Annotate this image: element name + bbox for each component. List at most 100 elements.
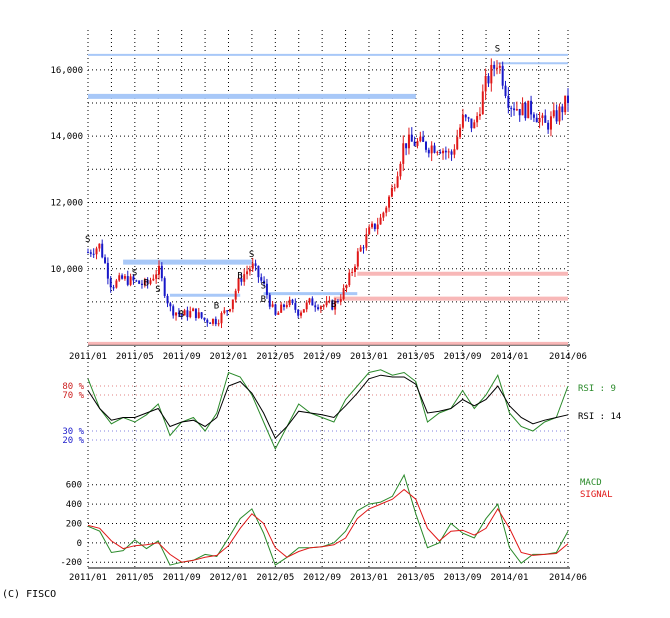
candle-down	[194, 308, 197, 318]
candle-up	[552, 110, 555, 117]
candle-down	[126, 276, 129, 285]
candle-down	[470, 118, 473, 129]
candle-down	[294, 303, 297, 310]
price-y-tick-label: 16,000	[50, 66, 83, 76]
candle-up	[325, 301, 328, 306]
signal-marker-buy: B	[179, 310, 184, 320]
signal-marker-sell: S	[132, 268, 137, 278]
candle-up	[300, 312, 303, 316]
candle-up	[339, 299, 342, 302]
candle-down	[510, 107, 513, 109]
candle-up	[379, 217, 382, 225]
candle-up	[490, 64, 493, 84]
macd-x-tick-label: 2011/05	[116, 573, 154, 583]
candle-up	[328, 300, 331, 302]
candle-down	[260, 277, 263, 281]
candle-up	[149, 280, 152, 284]
candle-down	[166, 295, 169, 304]
candle-up	[118, 275, 121, 281]
candle-up	[143, 279, 146, 286]
candle-up	[447, 151, 450, 153]
candle-up	[345, 285, 348, 289]
candle-up	[271, 304, 274, 307]
candle-up	[229, 309, 232, 312]
candle-down	[336, 301, 339, 303]
price-x-tick-label: 2013/09	[444, 352, 482, 362]
macd-x-tick-label: 2014/01	[490, 573, 528, 583]
candle-up	[538, 118, 541, 123]
candle-down	[92, 253, 95, 255]
candle-down	[87, 252, 89, 254]
candle-down	[254, 263, 257, 266]
candle-up	[246, 271, 249, 275]
candle-down	[405, 143, 408, 149]
candle-up	[288, 299, 291, 306]
candle-up	[197, 312, 200, 318]
macd-x-tick-label: 2012/05	[256, 573, 294, 583]
candle-up	[453, 149, 456, 155]
price-x-tick-label: 2011/05	[116, 352, 154, 362]
candle-up	[115, 280, 118, 288]
candle-down	[373, 223, 376, 230]
candle-down	[547, 122, 550, 130]
candle-up	[183, 310, 186, 316]
candle-down	[567, 95, 569, 104]
candle-up	[365, 234, 368, 248]
candle-down	[532, 114, 535, 118]
candle-down	[203, 317, 206, 320]
candle-up	[416, 141, 419, 146]
candle-down	[177, 312, 180, 315]
signal-marker-buy: B	[237, 272, 242, 282]
candle-up	[356, 251, 359, 267]
price-x-tick-label: 2011/09	[163, 352, 201, 362]
rsi-series-line-14	[87, 374, 569, 440]
signal-marker-buy: B	[261, 295, 266, 305]
candle-up	[359, 247, 362, 252]
candle-down	[268, 294, 271, 307]
price-y-tick-label: 14,000	[50, 132, 83, 142]
candle-up	[495, 67, 498, 69]
candle-up	[478, 114, 481, 117]
candle-up	[308, 298, 311, 303]
candle-down	[314, 305, 317, 308]
candle-up	[430, 145, 433, 154]
candle-down	[104, 257, 107, 263]
candle-down	[504, 85, 507, 96]
candle-down	[140, 283, 143, 286]
price-x-tick-label: 2012/01	[210, 352, 248, 362]
candle-up	[223, 310, 226, 314]
candle-up	[473, 122, 476, 129]
macd-y-tick-label: 400	[66, 500, 82, 510]
signal-marker-sell: S	[261, 282, 266, 292]
candles-group	[87, 58, 569, 329]
candle-down	[160, 265, 163, 279]
candle-up	[220, 313, 223, 324]
candle-up	[436, 151, 439, 153]
signal-marker-buy: B	[144, 278, 149, 288]
candle-down	[331, 300, 334, 310]
macd-x-tick-label: 2012/09	[303, 573, 341, 583]
candle-up	[348, 272, 351, 286]
candle-up	[549, 116, 552, 130]
candle-down	[487, 75, 490, 84]
candle-down	[121, 275, 124, 279]
signal-legend: SIGNAL	[580, 490, 613, 500]
candle-up	[319, 306, 322, 310]
candle-up	[393, 187, 396, 189]
candle-down	[257, 265, 260, 278]
candle-down	[518, 109, 521, 116]
candle-up	[285, 305, 288, 307]
candle-down	[226, 310, 229, 312]
candle-down	[135, 280, 138, 282]
signal-marker-buy: B	[331, 300, 336, 310]
candle-down	[311, 298, 314, 306]
candle-up	[527, 100, 530, 119]
signal-marker-sell: S	[249, 250, 254, 260]
candle-down	[493, 64, 496, 69]
candle-up	[211, 318, 214, 324]
candle-down	[444, 150, 447, 153]
candle-up	[280, 304, 283, 313]
candle-down	[265, 283, 268, 295]
candle-down	[109, 278, 112, 288]
